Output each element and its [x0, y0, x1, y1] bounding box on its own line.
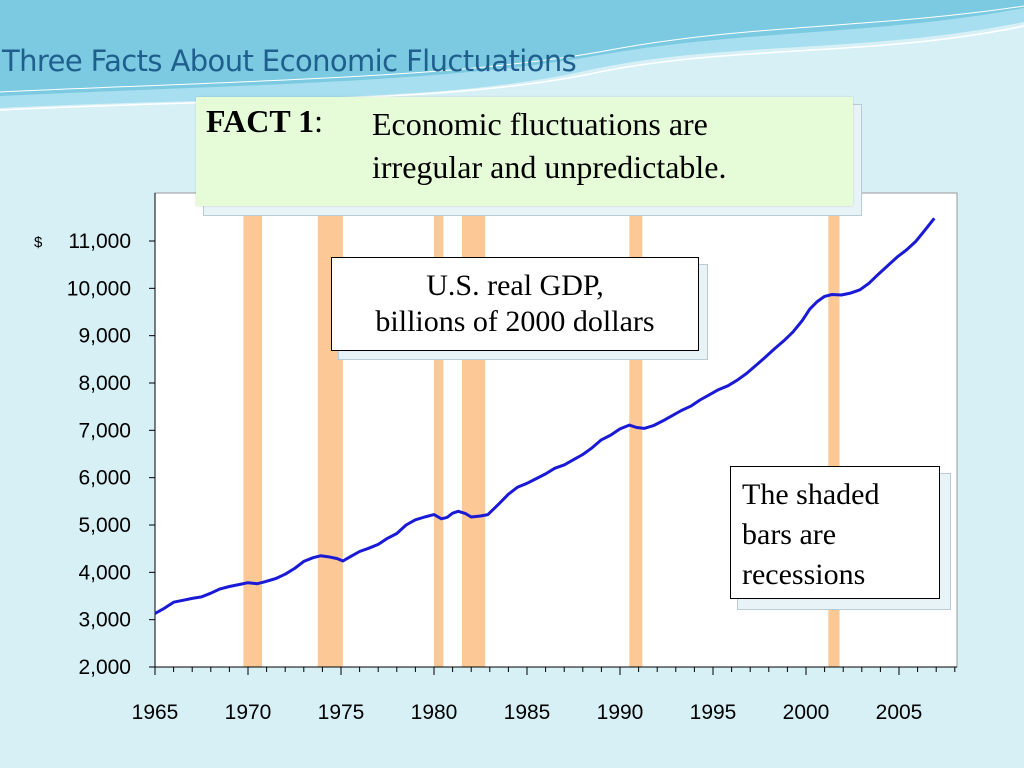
x-tick-label: 1965	[132, 701, 179, 724]
y-tick-label: 5,000	[78, 514, 131, 537]
recession-bar	[243, 213, 262, 667]
gdp-series-line	[154, 217, 936, 615]
gdp-label-box: U.S. real GDP, billions of 2000 dollars	[331, 257, 699, 351]
y-tick-label: 3,000	[78, 609, 131, 632]
fact-text: Economic fluctuations are irregular and …	[372, 103, 727, 189]
y-tick-label: 4,000	[78, 561, 131, 584]
axes: 2,000 3,000 4,000 5,000 6,000 7,000 8,000 9,000…	[34, 193, 957, 724]
fact-label: FACT 1:	[206, 103, 323, 140]
x-tick-label: 1970	[225, 701, 272, 724]
x-tick-label: 2005	[876, 701, 923, 724]
fact-line-2: irregular and unpredictable.	[372, 149, 727, 185]
fact-colon: :	[314, 103, 324, 139]
fact-line-1: Economic fluctuations are	[372, 106, 708, 142]
slide-title: Three Facts About Economic Fluctuations	[2, 44, 577, 78]
y-tick-label: 7,000	[78, 419, 131, 442]
fact-box: FACT 1: Economic fluctuations are irregu…	[196, 97, 853, 206]
gdp-label-line-2: billions of 2000 dollars	[375, 305, 655, 338]
x-tick-label: 1990	[597, 701, 644, 724]
recession-bar	[828, 213, 840, 667]
note-line-1: The shaded	[742, 478, 880, 511]
recession-note-box: The shaded bars are recessions	[730, 466, 940, 599]
header-wave-light	[0, 0, 1024, 96]
x-tick-label: 2000	[783, 701, 830, 724]
y-tick-label: 2,000	[78, 656, 131, 679]
x-tick-label: 1975	[318, 701, 365, 724]
note-line-3: recessions	[742, 558, 866, 591]
x-tick-label: 1980	[411, 701, 458, 724]
header-wave-line-2	[0, 5, 1024, 93]
recession-bar	[434, 213, 444, 667]
recession-bars	[243, 213, 840, 667]
currency-symbol: $	[34, 234, 43, 251]
x-tick-label: 1985	[504, 701, 551, 724]
y-tick-label: 6,000	[78, 467, 131, 490]
y-tick-label: 9,000	[78, 325, 131, 348]
gdp-label-line-1: U.S. real GDP,	[426, 269, 604, 302]
note-line-2: bars are	[742, 518, 837, 551]
fact-number: FACT 1	[206, 103, 315, 139]
y-tick-label: 8,000	[78, 372, 131, 395]
x-tick-label: 1995	[690, 701, 737, 724]
y-tick-label: 10,000	[67, 277, 131, 300]
y-tick-label: 11,000	[68, 230, 131, 253]
